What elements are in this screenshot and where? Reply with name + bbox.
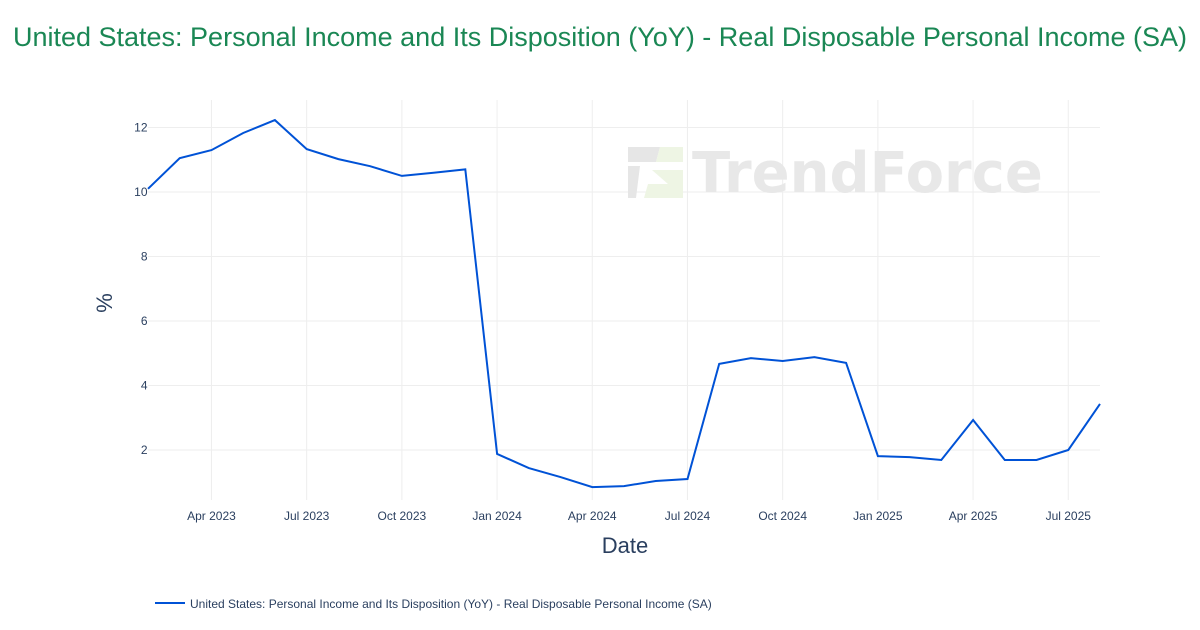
data-point[interactable]	[1065, 447, 1071, 453]
watermark: TrendForce	[692, 141, 1043, 206]
x-tick-label: Jul 2024	[665, 509, 711, 523]
data-point[interactable]	[494, 451, 500, 457]
data-point[interactable]	[304, 146, 310, 152]
data-point[interactable]	[875, 453, 881, 459]
data-point[interactable]	[335, 156, 341, 162]
data-point[interactable]	[621, 483, 627, 489]
data-point[interactable]	[716, 361, 722, 367]
x-tick-label: Apr 2024	[568, 509, 617, 523]
data-point[interactable]	[145, 186, 151, 192]
y-axis-title: %	[92, 293, 117, 313]
y-tick-label: 6	[141, 314, 148, 328]
x-tick-label: Jan 2024	[472, 509, 522, 523]
y-tick-label: 8	[141, 250, 148, 264]
y-tick-label: 4	[141, 379, 148, 393]
data-point[interactable]	[811, 354, 817, 360]
data-point[interactable]	[907, 454, 913, 460]
legend[interactable]: United States: Personal Income and Its D…	[155, 597, 712, 611]
data-point[interactable]	[240, 130, 246, 136]
x-tick-label: Oct 2024	[758, 509, 807, 523]
data-point[interactable]	[558, 474, 564, 480]
x-tick-label: Oct 2023	[378, 509, 427, 523]
data-point[interactable]	[431, 170, 437, 176]
data-point[interactable]	[208, 147, 214, 153]
gridlines	[148, 100, 1100, 500]
legend-label[interactable]: United States: Personal Income and Its D…	[190, 597, 712, 611]
y-tick-label: 12	[134, 121, 148, 135]
data-point[interactable]	[1034, 457, 1040, 463]
x-axis-title: Date	[602, 533, 648, 558]
x-tick-label: Apr 2023	[187, 509, 236, 523]
data-point[interactable]	[843, 360, 849, 366]
data-point[interactable]	[526, 465, 532, 471]
data-point[interactable]	[748, 355, 754, 361]
x-tick-label: Apr 2025	[949, 509, 998, 523]
data-point[interactable]	[938, 457, 944, 463]
data-point[interactable]	[462, 166, 468, 172]
data-point[interactable]	[1002, 457, 1008, 463]
y-tick-label: 10	[134, 185, 148, 199]
data-point[interactable]	[653, 478, 659, 484]
x-tick-label: Jul 2025	[1046, 509, 1092, 523]
data-point[interactable]	[367, 163, 373, 169]
series-line	[147, 118, 1101, 489]
data-point[interactable]	[177, 155, 183, 161]
watermark-logo-icon	[628, 147, 683, 198]
data-point[interactable]	[970, 417, 976, 423]
data-point[interactable]	[399, 173, 405, 179]
data-point[interactable]	[272, 117, 278, 123]
data-point[interactable]	[589, 484, 595, 490]
data-point[interactable]	[684, 476, 690, 482]
data-point[interactable]	[1097, 401, 1103, 407]
x-tick-label: Jul 2023	[284, 509, 330, 523]
data-point[interactable]	[780, 358, 786, 364]
x-tick-label: Jan 2025	[853, 509, 903, 523]
y-tick-label: 2	[141, 443, 148, 457]
chart-title: United States: Personal Income and Its D…	[12, 22, 1188, 52]
